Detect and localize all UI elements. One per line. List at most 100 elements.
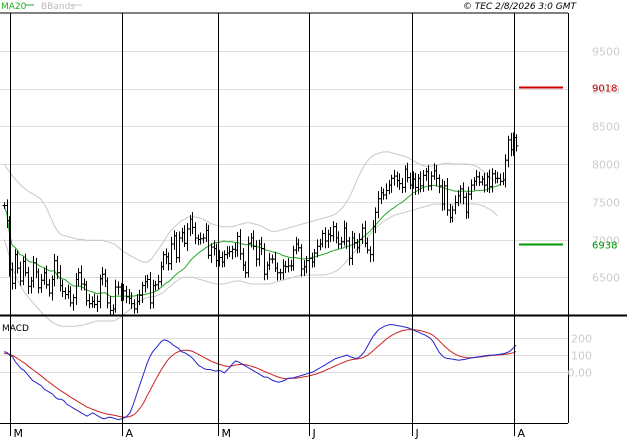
macd-title: MACD [2, 324, 29, 334]
price-bar [357, 233, 362, 253]
price-bar [21, 256, 26, 286]
price-y-tick-label: 8500 [592, 121, 620, 134]
price-bar [116, 281, 121, 295]
price-bar [397, 173, 402, 190]
price-y-tick-label: 9500 [592, 46, 620, 59]
price-bar [429, 171, 434, 191]
price-bar [31, 255, 36, 288]
price-bar [222, 250, 227, 267]
price-bar [145, 274, 150, 289]
price-bar [387, 179, 392, 195]
source-copyright: © TEC 2/8/2026 3:0 GMT [463, 2, 578, 12]
price-bar [166, 252, 171, 271]
price-bar [246, 236, 251, 278]
price-bar [281, 259, 286, 280]
price-bar [34, 257, 39, 279]
price-bar [273, 251, 278, 273]
price-bar [241, 248, 246, 271]
level-label-resistance: 9018 [592, 84, 617, 95]
price-bar [472, 177, 477, 191]
price-panel: 9500 9000 8500 8000 7500 7000 6500 9018 6938 [0, 12, 620, 327]
price-bar [299, 244, 304, 277]
price-bar [328, 226, 333, 243]
macd-y-tick-label: 0.00 [568, 367, 593, 380]
month-tick-label: J [312, 427, 316, 440]
price-bar [259, 236, 264, 256]
price-bar [151, 279, 156, 309]
price-bar [204, 223, 209, 242]
price-bar [47, 279, 52, 297]
price-bar [124, 285, 129, 304]
price-bar [477, 171, 482, 187]
month-tick-label: A [126, 427, 134, 440]
price-bar [55, 255, 60, 280]
price-bar [95, 295, 100, 312]
price-bar [294, 236, 299, 255]
price-bar [509, 132, 514, 157]
macd-y-tick-label: 100 [571, 350, 592, 363]
price-y-axis: 9500 9000 8500 8000 7500 7000 6500 [592, 46, 620, 285]
price-bar [111, 304, 116, 315]
price-bar [161, 251, 166, 271]
price-bar [498, 173, 503, 186]
price-bar [230, 245, 235, 260]
price-bar [379, 186, 384, 205]
price-bar [42, 268, 47, 285]
price-bar [323, 227, 328, 249]
price-bar [225, 246, 230, 259]
price-bar [220, 251, 225, 268]
price-bar [450, 205, 455, 223]
price-bar [278, 268, 283, 281]
month-tick-label: M [14, 427, 24, 440]
price-bar [98, 274, 103, 309]
price-bar [36, 268, 41, 294]
price-bar [469, 179, 474, 200]
price-bar [326, 229, 331, 248]
price-y-tick-label: 7500 [592, 197, 620, 210]
price-bars [2, 132, 519, 316]
price-bar [342, 220, 347, 246]
price-bar [68, 286, 73, 307]
price-bar [52, 253, 57, 287]
price-bar [389, 174, 394, 193]
macd-grid [0, 338, 568, 373]
price-bar [392, 169, 397, 186]
price-bar [10, 262, 15, 290]
price-y-tick-label: 8000 [592, 159, 620, 172]
price-bar [506, 135, 511, 168]
price-bar [434, 165, 439, 187]
price-bar [214, 243, 219, 268]
price-bar [286, 258, 291, 273]
month-tick-label: M [222, 427, 232, 440]
price-bar [440, 179, 445, 211]
price-bar [71, 294, 76, 311]
macd-lines [3, 323, 517, 421]
price-bar [188, 214, 193, 237]
price-bar [169, 236, 174, 271]
price-bar [87, 293, 92, 309]
price-bar [100, 267, 105, 286]
price-levels: 9018 6938 [519, 84, 617, 252]
price-bar [381, 188, 386, 200]
price-bar [480, 175, 485, 186]
price-bar [458, 185, 463, 204]
price-bar [405, 162, 410, 183]
price-bar [254, 240, 259, 267]
price-bar [347, 236, 352, 266]
price-bar [60, 279, 65, 297]
price-bar [331, 221, 336, 242]
price-y-tick-label: 9000 [592, 84, 620, 97]
price-bar [267, 252, 272, 271]
legend-ma20: MA20 [1, 2, 27, 12]
price-bar [320, 230, 325, 248]
price-bar [408, 172, 413, 190]
price-bar [344, 222, 349, 249]
level-label-support: 6938 [592, 241, 617, 252]
price-bar [29, 276, 34, 294]
price-bar [310, 252, 315, 268]
price-bar [185, 223, 190, 251]
price-bar [493, 170, 498, 184]
price-bar [384, 183, 389, 200]
price-bar [63, 287, 68, 300]
